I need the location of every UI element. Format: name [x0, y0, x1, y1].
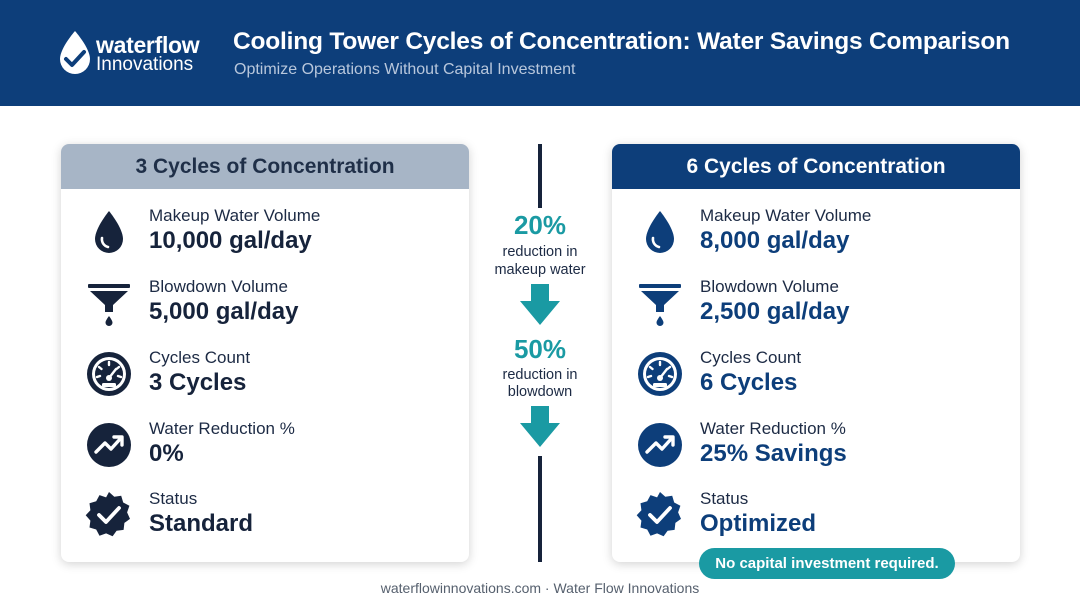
gauge-icon	[636, 350, 684, 398]
header-banner: waterflow Innovations Cooling Tower Cycl…	[0, 0, 1080, 106]
arrow-down-icon	[519, 284, 561, 326]
metric-label: Makeup Water Volume	[149, 206, 321, 225]
divider-line-top	[538, 144, 542, 208]
page-title: Cooling Tower Cycles of Concentration: W…	[233, 28, 1010, 55]
metric-label: Blowdown Volume	[149, 277, 288, 296]
metric-value: 3 Cycles	[149, 369, 247, 396]
page-subtitle: Optimize Operations Without Capital Inve…	[234, 61, 576, 78]
blowdown-reduction-line1: reduction in	[502, 367, 578, 383]
metric-value: 10,000 gal/day	[149, 227, 312, 254]
metric-value: Optimized	[700, 510, 817, 537]
makeup-reduction-percent: 20%	[513, 210, 567, 240]
card-6-cycles: 6 Cycles of Concentration Makeup Water V…	[612, 144, 1020, 562]
funnel-icon	[636, 279, 684, 327]
logo: waterflow Innovations	[58, 30, 208, 78]
metric-value: 5,000 gal/day	[149, 298, 299, 325]
metric-value: Standard	[149, 510, 254, 537]
card-3-cycles: 3 Cycles of Concentration Makeup Water V…	[61, 144, 469, 562]
metric-water-reduction: Water Reduction % 25% Savings	[612, 415, 1020, 475]
divider-line-bottom	[538, 456, 542, 562]
metric-blowdown: Blowdown Volume 2,500 gal/day	[612, 273, 1020, 333]
metric-cycles-count: Cycles Count 3 Cycles	[61, 344, 469, 404]
metric-water-reduction: Water Reduction % 0%	[61, 415, 469, 475]
gauge-icon	[85, 350, 133, 398]
trend-up-icon	[636, 421, 684, 469]
metric-value: 8,000 gal/day	[700, 227, 850, 254]
check-badge-icon	[85, 491, 133, 539]
metric-label: Water Reduction %	[700, 419, 846, 438]
metric-label: Water Reduction %	[149, 419, 295, 438]
funnel-icon	[85, 279, 133, 327]
metric-value: 25% Savings	[700, 440, 847, 467]
metric-value: 6 Cycles	[700, 369, 798, 396]
metric-label: Cycles Count	[700, 348, 802, 367]
logo-drop-icon	[60, 31, 90, 74]
card-title: 6 Cycles of Concentration	[612, 144, 1020, 189]
metric-label: Status	[149, 489, 198, 508]
metric-status: Status Optimized	[612, 485, 1020, 545]
trend-up-icon	[85, 421, 133, 469]
blowdown-reduction-percent: 50%	[513, 334, 567, 364]
metric-value: 2,500 gal/day	[700, 298, 850, 325]
footer-text: waterflowinnovations.com · Water Flow In…	[380, 580, 700, 596]
check-badge-icon	[636, 491, 684, 539]
makeup-reduction-line2: makeup water	[494, 262, 586, 278]
blowdown-reduction-line2: blowdown	[507, 384, 573, 400]
metric-value: 0%	[149, 440, 184, 467]
water-drop-icon	[636, 208, 684, 256]
makeup-reduction-line1: reduction in	[502, 244, 578, 260]
card-title: 3 Cycles of Concentration	[61, 144, 469, 189]
metric-label: Status	[700, 489, 749, 508]
water-drop-icon	[85, 208, 133, 256]
metric-label: Blowdown Volume	[700, 277, 839, 296]
arrow-down-icon	[519, 406, 561, 448]
metric-label: Cycles Count	[149, 348, 251, 367]
metric-label: Makeup Water Volume	[700, 206, 872, 225]
brand-tagline: Innovations	[96, 54, 194, 75]
brand-name: waterflow	[96, 32, 200, 58]
metric-makeup-water: Makeup Water Volume 8,000 gal/day	[612, 202, 1020, 262]
no-capital-badge: No capital investment required.	[699, 548, 955, 579]
metric-status: Status Standard	[61, 485, 469, 545]
metric-blowdown: Blowdown Volume 5,000 gal/day	[61, 273, 469, 333]
metric-makeup-water: Makeup Water Volume 10,000 gal/day	[61, 202, 469, 262]
metric-cycles-count: Cycles Count 6 Cycles	[612, 344, 1020, 404]
